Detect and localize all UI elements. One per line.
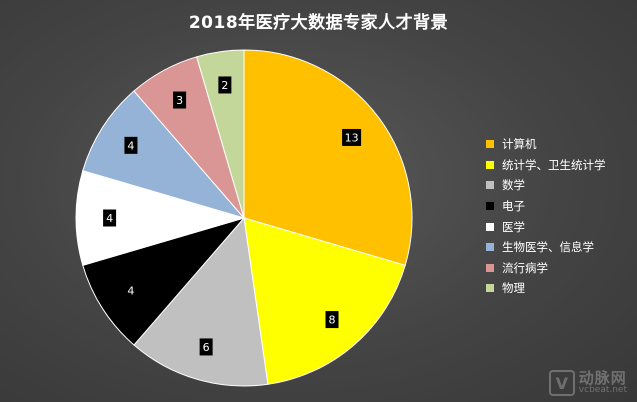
legend: 计算机统计学、卫生统计学 数学电子医学生物医学、信息学 流行病学物理	[486, 134, 606, 299]
legend-label: 生物医学、信息学	[502, 240, 594, 255]
data-label-5: 4	[103, 209, 117, 227]
svg-text:8: 8	[329, 314, 336, 327]
legend-label: 电子	[502, 199, 525, 214]
legend-item: 流行病学	[486, 258, 606, 279]
chart-title: 2018年医疗大数据专家人才背景	[188, 13, 449, 33]
legend-item: 物理	[486, 278, 606, 299]
watermark: V 动脉网 vcbeat.net	[548, 369, 627, 396]
legend-swatch	[486, 140, 494, 149]
pie-slice-5	[75, 170, 246, 266]
legend-swatch	[486, 243, 494, 252]
legend-label: 流行病学	[502, 260, 548, 275]
data-label-8: 2	[218, 76, 232, 94]
data-label-1: 13	[342, 128, 362, 146]
legend-item: 计算机	[486, 134, 606, 155]
legend-swatch	[486, 263, 494, 272]
pie-slice-1	[243, 49, 413, 266]
legend-label: 物理	[502, 281, 525, 296]
legend-swatch	[486, 202, 494, 211]
svg-text:4: 4	[106, 212, 113, 225]
legend-item: 生物医学、信息学	[486, 237, 606, 258]
data-label-6: 4	[124, 136, 138, 154]
data-label-4: 4	[124, 282, 138, 300]
legend-item: 医学	[486, 216, 606, 237]
svg-text:3: 3	[176, 94, 183, 107]
legend-swatch	[486, 222, 494, 231]
pie-slice-3	[133, 216, 269, 387]
legend-item: 数学	[486, 175, 606, 196]
pie-slice-2	[243, 217, 406, 385]
svg-text:4: 4	[127, 285, 134, 298]
legend-label: 数学	[502, 178, 525, 193]
data-label-7: 3	[173, 91, 187, 109]
legend-label: 计算机	[502, 137, 537, 152]
pie-slice-8	[196, 49, 245, 219]
legend-item: 统计学、卫生统计学	[486, 155, 606, 176]
watermark-url: vcbeat.net	[578, 385, 627, 395]
legend-label: 医学	[502, 219, 525, 234]
legend-swatch	[486, 160, 494, 169]
svg-text:2: 2	[221, 79, 228, 92]
data-label-3: 6	[199, 338, 213, 356]
data-label-2: 8	[325, 311, 339, 329]
svg-text:6: 6	[203, 341, 210, 354]
pie-slice-4	[82, 217, 246, 346]
watermark-logo-icon: V	[548, 370, 575, 396]
legend-swatch	[486, 181, 494, 190]
legend-label: 统计学、卫生统计学	[502, 157, 606, 172]
pie-slice-6	[82, 90, 246, 219]
svg-text:4: 4	[127, 139, 134, 152]
legend-item: 电子	[486, 196, 606, 217]
legend-swatch	[486, 284, 494, 293]
svg-text:13: 13	[345, 131, 359, 144]
watermark-text: 动脉网	[578, 369, 627, 387]
